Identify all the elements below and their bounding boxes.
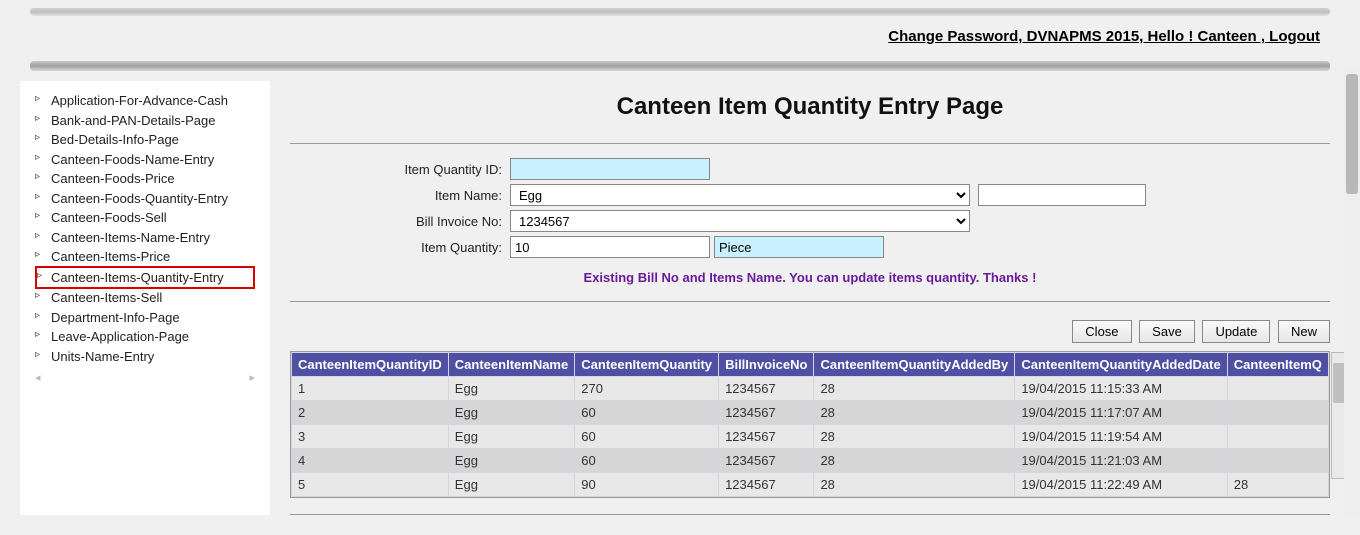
grid-column-header[interactable]: CanteenItemQ bbox=[1227, 353, 1328, 377]
sidebar-item[interactable]: Canteen-Foods-Name-Entry bbox=[35, 150, 255, 170]
table-cell: Egg bbox=[448, 473, 574, 497]
table-cell: 3 bbox=[292, 425, 449, 449]
new-button[interactable]: New bbox=[1278, 320, 1330, 343]
data-grid: CanteenItemQuantityIDCanteenItemNameCant… bbox=[290, 351, 1330, 498]
table-cell: 60 bbox=[575, 425, 719, 449]
label-item-quantity-id: Item Quantity ID: bbox=[290, 162, 510, 177]
grid-column-header[interactable]: BillInvoiceNo bbox=[719, 353, 814, 377]
table-row[interactable]: 4Egg6012345672819/04/2015 11:21:03 AM bbox=[292, 449, 1329, 473]
title-divider bbox=[290, 143, 1330, 144]
sidebar-item[interactable]: Canteen-Items-Quantity-Entry bbox=[35, 266, 255, 290]
sidebar-item[interactable]: Leave-Application-Page bbox=[35, 327, 255, 347]
sidebar-item[interactable]: Canteen-Foods-Sell bbox=[35, 208, 255, 228]
table-cell: 1234567 bbox=[719, 425, 814, 449]
table-row[interactable]: 2Egg6012345672819/04/2015 11:17:07 AM bbox=[292, 401, 1329, 425]
grid-column-header[interactable]: CanteenItemQuantityID bbox=[292, 353, 449, 377]
table-cell bbox=[1227, 377, 1328, 401]
sidebar-item[interactable]: Canteen-Items-Name-Entry bbox=[35, 228, 255, 248]
page-vertical-scrollbar[interactable] bbox=[1344, 68, 1360, 515]
table-cell: 1234567 bbox=[719, 401, 814, 425]
sidebar-item[interactable]: Department-Info-Page bbox=[35, 308, 255, 328]
sidebar: Application-For-Advance-CashBank-and-PAN… bbox=[20, 81, 270, 515]
grid-column-header[interactable]: CanteenItemQuantityAddedBy bbox=[814, 353, 1015, 377]
table-cell bbox=[1227, 401, 1328, 425]
sidebar-item[interactable]: Bed-Details-Info-Page bbox=[35, 130, 255, 150]
table-row[interactable]: 3Egg6012345672819/04/2015 11:19:54 AM bbox=[292, 425, 1329, 449]
label-bill-invoice-no: Bill Invoice No: bbox=[290, 214, 510, 229]
table-cell: 5 bbox=[292, 473, 449, 497]
table-cell: 90 bbox=[575, 473, 719, 497]
sidebar-scroll-indicators: ◂▸ bbox=[35, 366, 255, 387]
table-cell: 28 bbox=[1227, 473, 1328, 497]
grid-column-header[interactable]: CanteenItemQuantity bbox=[575, 353, 719, 377]
item-name-select[interactable]: Egg bbox=[510, 184, 970, 206]
table-cell bbox=[1227, 425, 1328, 449]
form-divider bbox=[290, 301, 1330, 302]
table-cell: 1 bbox=[292, 377, 449, 401]
table-cell: 270 bbox=[575, 377, 719, 401]
close-button[interactable]: Close bbox=[1072, 320, 1131, 343]
table-cell: 19/04/2015 11:19:54 AM bbox=[1015, 425, 1227, 449]
table-row[interactable]: 5Egg9012345672819/04/2015 11:22:49 AM28 bbox=[292, 473, 1329, 497]
table-cell: 28 bbox=[814, 473, 1015, 497]
label-item-name: Item Name: bbox=[290, 188, 510, 203]
table-cell: 28 bbox=[814, 377, 1015, 401]
table-cell: 19/04/2015 11:22:49 AM bbox=[1015, 473, 1227, 497]
top-divider-2 bbox=[30, 61, 1330, 71]
item-quantity-id-input bbox=[510, 158, 710, 180]
sidebar-item[interactable]: Application-For-Advance-Cash bbox=[35, 91, 255, 111]
table-cell: 60 bbox=[575, 401, 719, 425]
grid-column-header[interactable]: CanteenItemName bbox=[448, 353, 574, 377]
sidebar-item[interactable]: Bank-and-PAN-Details-Page bbox=[35, 111, 255, 131]
item-name-extra-input[interactable] bbox=[978, 184, 1146, 206]
status-message: Existing Bill No and Items Name. You can… bbox=[290, 262, 1330, 295]
bottom-divider bbox=[290, 514, 1330, 515]
table-cell: 19/04/2015 11:17:07 AM bbox=[1015, 401, 1227, 425]
table-cell: 1234567 bbox=[719, 473, 814, 497]
grid-column-header[interactable]: CanteenItemQuantityAddedDate bbox=[1015, 353, 1227, 377]
table-cell: 2 bbox=[292, 401, 449, 425]
sidebar-item[interactable]: Canteen-Foods-Price bbox=[35, 169, 255, 189]
top-divider bbox=[30, 8, 1330, 16]
table-cell: 19/04/2015 11:21:03 AM bbox=[1015, 449, 1227, 473]
item-quantity-input[interactable] bbox=[510, 236, 710, 258]
page-title: Canteen Item Quantity Entry Page bbox=[290, 81, 1330, 137]
table-cell: Egg bbox=[448, 401, 574, 425]
sidebar-item[interactable]: Canteen-Items-Price bbox=[35, 247, 255, 267]
table-cell: 1234567 bbox=[719, 377, 814, 401]
sidebar-item[interactable]: Units-Name-Entry bbox=[35, 347, 255, 367]
table-cell: 1234567 bbox=[719, 449, 814, 473]
table-cell: Egg bbox=[448, 425, 574, 449]
save-button[interactable]: Save bbox=[1139, 320, 1195, 343]
sidebar-item[interactable]: Canteen-Items-Sell bbox=[35, 288, 255, 308]
table-cell: 60 bbox=[575, 449, 719, 473]
table-cell: 19/04/2015 11:15:33 AM bbox=[1015, 377, 1227, 401]
sidebar-item[interactable]: Canteen-Foods-Quantity-Entry bbox=[35, 189, 255, 209]
label-item-quantity: Item Quantity: bbox=[290, 240, 510, 255]
table-cell: 28 bbox=[814, 449, 1015, 473]
table-cell: 28 bbox=[814, 401, 1015, 425]
grid-horizontal-scroll[interactable]: CanteenItemQuantityIDCanteenItemNameCant… bbox=[291, 352, 1329, 497]
table-cell: Egg bbox=[448, 449, 574, 473]
table-cell: 28 bbox=[814, 425, 1015, 449]
header-links[interactable]: Change Password, DVNAPMS 2015, Hello ! C… bbox=[20, 16, 1340, 51]
unit-input bbox=[714, 236, 884, 258]
table-cell: 4 bbox=[292, 449, 449, 473]
table-cell bbox=[1227, 449, 1328, 473]
update-button[interactable]: Update bbox=[1202, 320, 1270, 343]
table-row[interactable]: 1Egg27012345672819/04/2015 11:15:33 AM bbox=[292, 377, 1329, 401]
bill-invoice-select[interactable]: 1234567 bbox=[510, 210, 970, 232]
table-cell: Egg bbox=[448, 377, 574, 401]
